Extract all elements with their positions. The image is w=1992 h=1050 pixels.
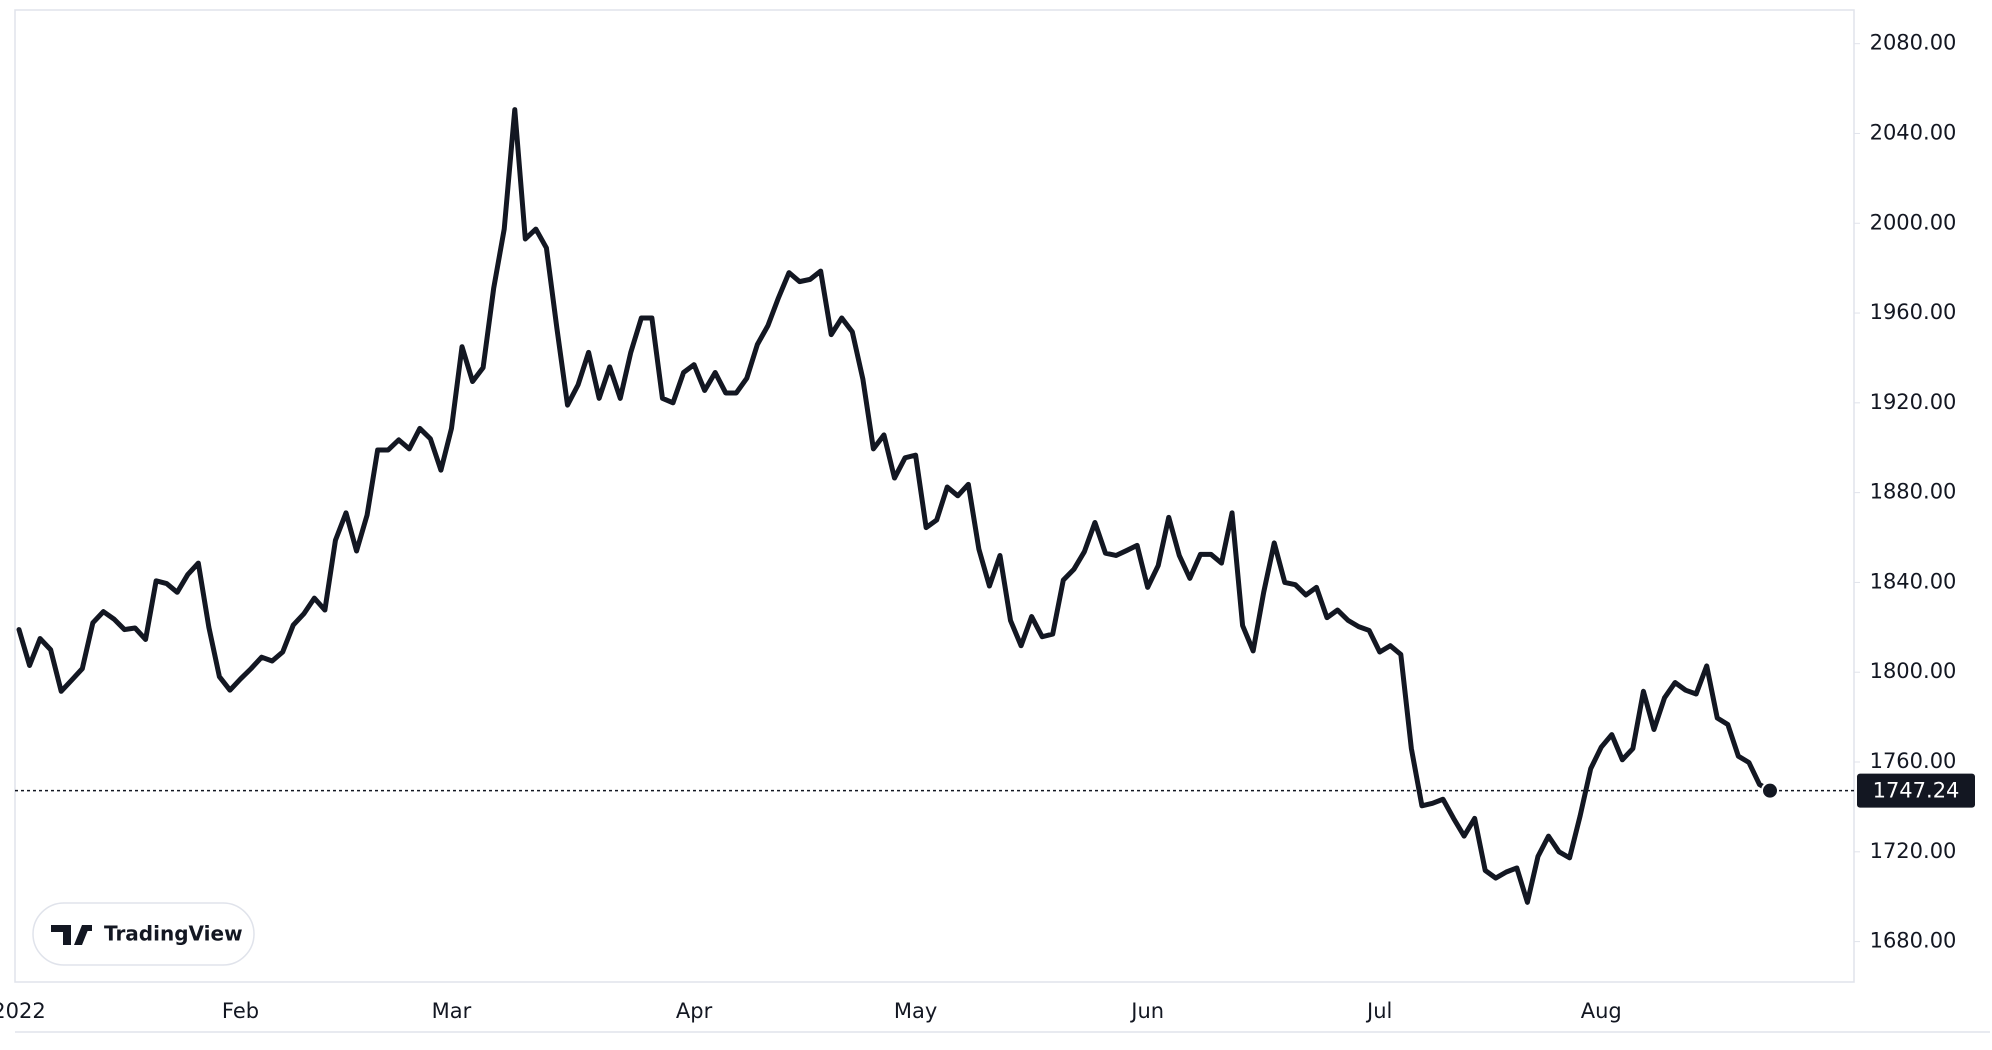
y-tick-label: 2000.00 [1870,210,1957,234]
y-tick-label: 1880.00 [1870,480,1957,504]
x-tick-label: Aug [1581,999,1622,1023]
watermark: TradingView [32,902,255,966]
y-tick-label: 1760.00 [1870,749,1957,773]
x-tick-label: Mar [432,999,472,1023]
y-tick-label: 2080.00 [1870,31,1957,55]
y-tick-label: 1800.00 [1870,659,1957,683]
y-tick-label: 1840.00 [1870,569,1957,593]
watermark-pill [32,902,255,966]
y-tick-label: 1960.00 [1870,300,1957,324]
watermark-text: TradingView [104,922,243,946]
x-tick-label: Jun [1129,999,1164,1023]
plot-frame [14,9,1855,983]
y-tick-label: 1680.00 [1870,929,1957,953]
x-tick-label: Apr [676,999,713,1023]
x-tick-label: May [894,999,937,1023]
y-tick-label: 2040.00 [1870,120,1957,144]
x-tick-label: 2022 [0,999,46,1023]
y-tick-label: 1920.00 [1870,390,1957,414]
y-tick-label: 1720.00 [1870,839,1957,863]
watermark-logo [51,925,92,945]
last-price-tag [1857,773,1975,808]
last-price-dot [1761,781,1779,800]
x-tick-label: Feb [222,999,259,1023]
price-line [16,107,1773,905]
last-price-label: 1747.24 [1873,779,1960,803]
x-tick-label: Jul [1365,999,1392,1023]
